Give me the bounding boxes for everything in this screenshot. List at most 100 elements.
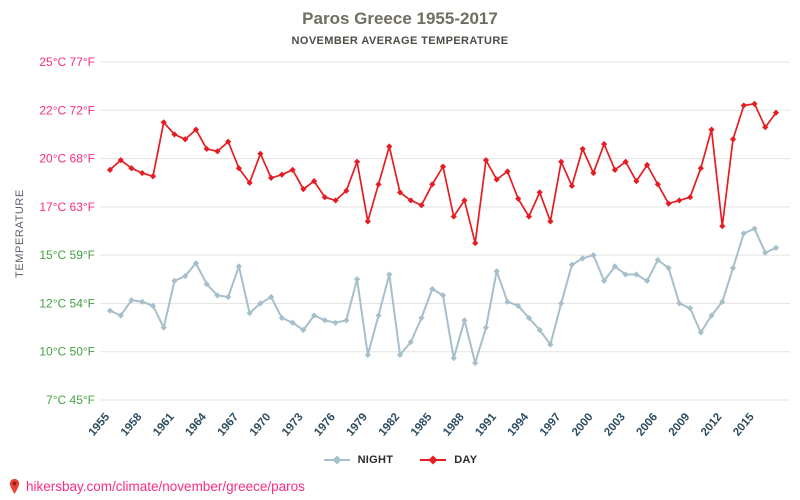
marker-night — [762, 249, 769, 256]
marker-night — [310, 312, 318, 319]
marker-day — [106, 166, 114, 173]
marker-night — [686, 305, 694, 312]
marker-day — [310, 178, 318, 185]
marker-night — [450, 355, 457, 362]
marker-day — [751, 100, 758, 107]
marker-day — [268, 174, 275, 181]
night-legend-marker-icon — [323, 455, 350, 465]
x-tick-label: 1973 — [280, 411, 306, 438]
marker-day — [364, 218, 371, 225]
legend-item-night[interactable]: NIGHT — [323, 454, 394, 466]
marker-day — [429, 181, 436, 188]
marker-day — [601, 140, 608, 148]
marker-night — [332, 319, 339, 326]
marker-night — [257, 300, 264, 307]
legend-item-day[interactable]: DAY — [419, 454, 477, 466]
marker-day — [579, 145, 586, 153]
marker-day — [386, 143, 393, 150]
marker-day — [515, 195, 522, 202]
x-tick-label: 1997 — [538, 411, 564, 438]
marker-day — [686, 194, 694, 201]
marker-night — [665, 264, 672, 272]
marker-day — [128, 165, 135, 172]
marker-day — [300, 186, 307, 193]
marker-night — [364, 351, 371, 359]
marker-night — [343, 317, 350, 324]
marker-day — [353, 158, 361, 165]
marker-night — [515, 302, 522, 309]
marker-night — [353, 276, 361, 283]
marker-night — [300, 326, 307, 334]
marker-night — [439, 292, 447, 299]
marker-night — [643, 277, 651, 284]
marker-night — [772, 244, 780, 251]
marker-night — [128, 297, 135, 304]
marker-night — [214, 292, 221, 299]
chart-subtitle: NOVEMBER AVERAGE TEMPERATURE — [291, 35, 509, 47]
marker-night — [278, 314, 285, 322]
marker-night — [719, 298, 726, 305]
marker-night — [504, 298, 511, 305]
marker-day — [719, 223, 726, 230]
marker-day — [633, 178, 640, 185]
y-tick-label: 25°C 77°F — [39, 55, 95, 69]
marker-night — [268, 293, 275, 301]
marker-day — [332, 197, 339, 204]
marker-day — [590, 169, 597, 177]
marker-night — [160, 324, 167, 331]
marker-day — [547, 218, 554, 225]
marker-night — [472, 359, 479, 367]
marker-day — [375, 181, 382, 188]
marker-day — [536, 189, 543, 196]
x-tick-label: 1991 — [473, 411, 499, 439]
marker-day — [643, 161, 651, 169]
x-tick-label: 1976 — [312, 411, 338, 438]
legend: NIGHT DAY — [0, 454, 800, 466]
series-line-day — [109, 102, 777, 244]
footer-url-link[interactable]: hikersbay.com/climate/november/greece/pa… — [26, 479, 305, 494]
y-tick-label: 15°C 59°F — [39, 248, 95, 262]
marker-day — [343, 187, 350, 194]
marker-night — [396, 351, 404, 359]
marker-day — [504, 168, 511, 175]
marker-night — [611, 263, 618, 270]
marker-day — [611, 166, 618, 173]
marker-night — [729, 264, 737, 272]
marker-day — [461, 197, 468, 204]
y-tick-label: 17°C 63°F — [39, 200, 95, 214]
marker-night — [590, 252, 597, 259]
marker-day — [740, 102, 747, 109]
marker-night — [386, 271, 393, 278]
marker-night — [461, 317, 468, 324]
marker-night — [622, 271, 629, 278]
marker-day — [225, 138, 232, 145]
marker-day — [450, 213, 457, 220]
marker-day — [407, 197, 414, 204]
marker-night — [547, 341, 554, 348]
x-tick-label: 2009 — [667, 411, 693, 438]
marker-night — [525, 314, 533, 322]
footer: hikersbay.com/climate/november/greece/pa… — [8, 478, 305, 495]
marker-day — [622, 158, 629, 165]
marker-night — [192, 260, 200, 267]
x-tick-label: 2003 — [602, 411, 628, 438]
marker-night — [676, 300, 683, 307]
marker-day — [182, 136, 189, 143]
marker-day — [289, 166, 296, 173]
marker-day — [418, 202, 425, 209]
marker-night — [697, 329, 704, 336]
marker-day — [708, 126, 715, 133]
marker-night — [429, 285, 436, 293]
marker-day — [762, 124, 769, 131]
marker-night — [235, 263, 243, 270]
marker-day — [214, 148, 221, 155]
x-tick-label: 1988 — [441, 411, 467, 439]
x-tick-label: 1982 — [377, 411, 403, 438]
pin-icon — [9, 478, 20, 494]
marker-day — [482, 157, 490, 164]
marker-day — [697, 165, 704, 172]
marker-day — [257, 150, 264, 157]
marker-night — [117, 312, 124, 319]
x-tick-label: 1964 — [183, 411, 209, 439]
